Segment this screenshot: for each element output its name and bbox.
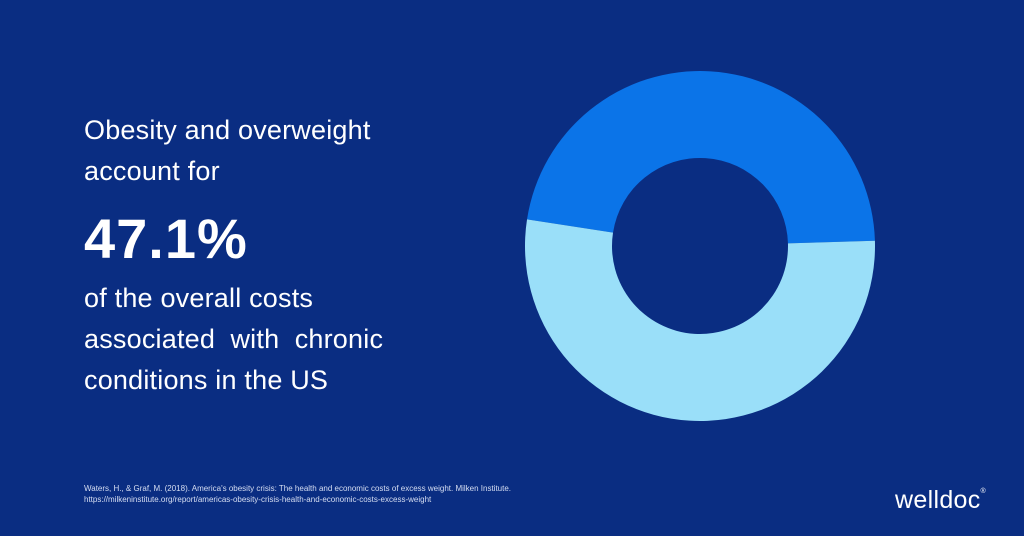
donut-segment-highlight bbox=[527, 71, 875, 244]
source-citation-line-2: https://milkeninstitute.org/report/ameri… bbox=[84, 495, 432, 504]
headline-trail-line-3: conditions in the US bbox=[84, 365, 329, 395]
headline-trail: of the overall costs associated with chr… bbox=[84, 278, 504, 401]
welldoc-logo: welldoc® bbox=[895, 486, 986, 515]
source-citation-line-1: Waters, H., & Graf, M. (2018). America's… bbox=[84, 484, 512, 493]
source-citation: Waters, H., & Graf, M. (2018). America's… bbox=[84, 483, 511, 505]
headline-trail-line-1: of the overall costs bbox=[84, 283, 314, 313]
headline-lead: Obesity and overweight account for bbox=[84, 110, 504, 192]
logo-text: welldoc bbox=[895, 486, 981, 514]
donut-chart bbox=[525, 71, 875, 422]
headline-lead-line-2: account for bbox=[84, 156, 220, 186]
headline-percentage: 47.1% bbox=[84, 207, 248, 270]
headline-lead-line-1: Obesity and overweight bbox=[84, 115, 371, 145]
donut-segments bbox=[525, 71, 875, 422]
donut-segment-remainder bbox=[525, 219, 875, 422]
headline-trail-line-2: associated with chronic bbox=[84, 324, 384, 354]
headline-block: Obesity and overweight account for 47.1%… bbox=[84, 110, 504, 401]
registered-mark: ® bbox=[980, 488, 986, 495]
